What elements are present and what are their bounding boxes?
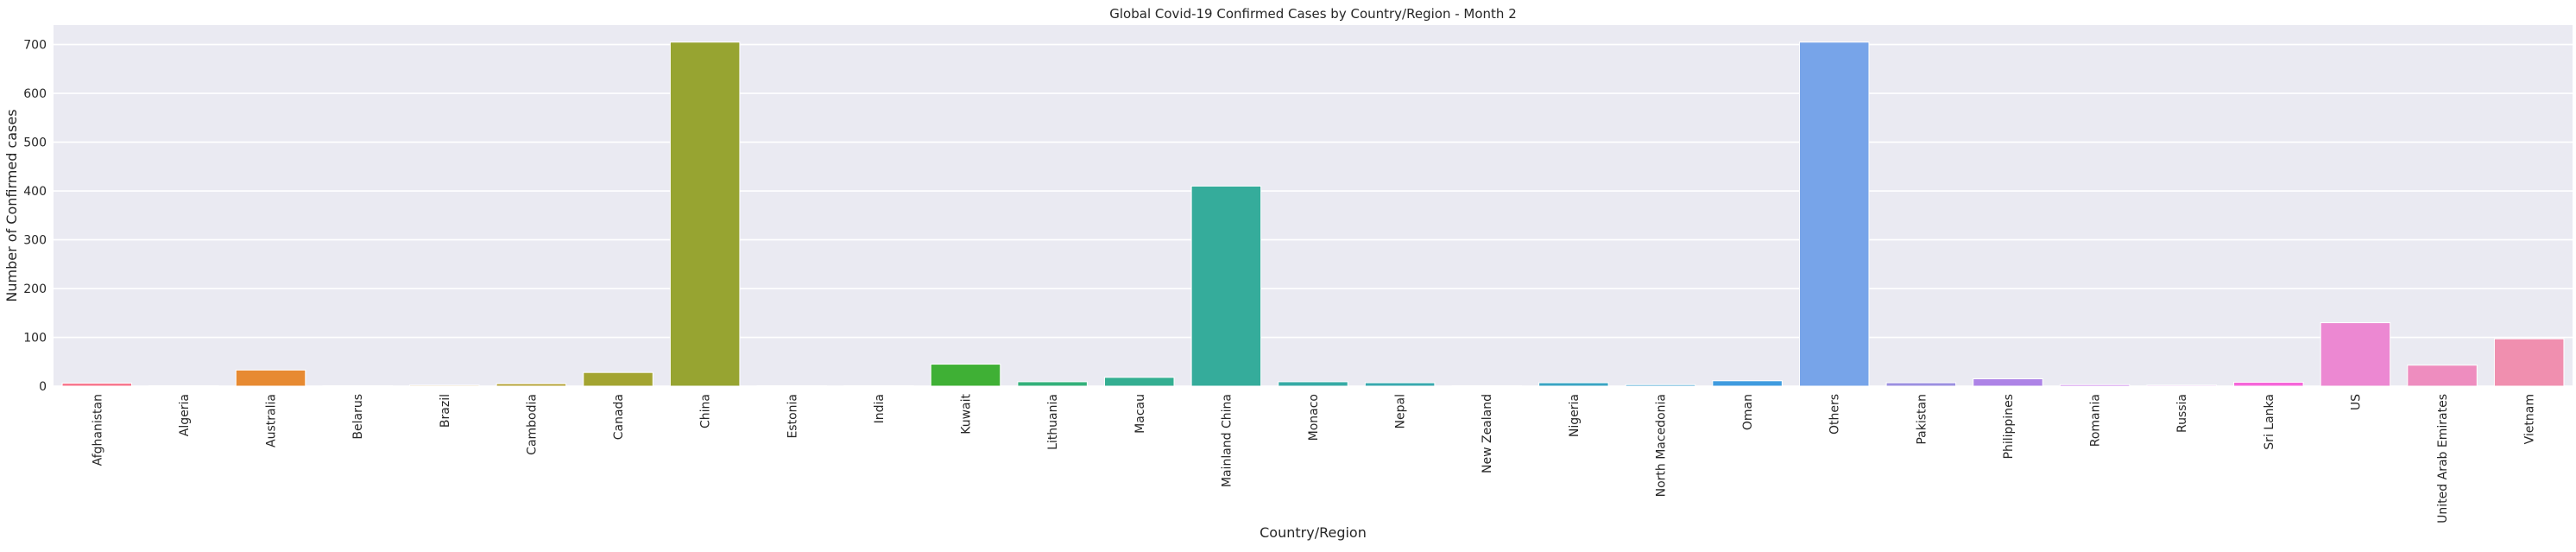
bar	[61, 383, 133, 387]
bar	[1104, 377, 1175, 387]
x-tick-label: Pakistan	[1915, 394, 1929, 445]
bar	[409, 384, 480, 387]
x-tick-label: Algeria	[178, 394, 192, 436]
x-tick-label: Canada	[612, 394, 626, 440]
x-tick-label: Estonia	[786, 394, 799, 439]
bar	[756, 384, 828, 387]
x-tick-label: Afghanistan	[91, 394, 104, 466]
y-tick-label: 300	[23, 234, 47, 248]
bar	[2493, 338, 2565, 387]
x-tick-label: Others	[1828, 394, 1842, 435]
x-axis-label: Country/Region	[1260, 524, 1367, 541]
x-tick-labels: Afghanistan Algeria Australia Belarus Brazil…	[91, 393, 2536, 523]
bar	[1017, 381, 1088, 387]
bar	[1885, 382, 1957, 387]
y-tick-label: 700	[23, 39, 47, 53]
y-tick-label: 400	[23, 185, 47, 199]
bar	[1712, 380, 1783, 387]
y-tick-label: 0	[39, 380, 47, 394]
x-tick-label: Mainland China	[1220, 394, 1234, 487]
bar	[322, 384, 393, 387]
bar	[235, 369, 306, 387]
bar	[2146, 384, 2217, 387]
bar	[496, 383, 567, 387]
x-tick-label: Monaco	[1307, 394, 1321, 441]
x-tick-label: Sri Lanka	[2263, 394, 2276, 450]
x-tick-label: US	[2349, 394, 2363, 410]
bar	[1538, 382, 1609, 387]
grid-lines	[54, 43, 2573, 387]
bar	[930, 364, 1001, 387]
chart-title: Global Covid-19 Confirmed Cases by Count…	[1109, 6, 1516, 22]
bar	[1278, 381, 1348, 387]
bar	[2320, 322, 2391, 387]
x-tick-label: Australia	[265, 394, 279, 447]
bar	[1798, 41, 1870, 387]
plot-background	[54, 25, 2573, 386]
x-tick-label: Philippines	[2002, 394, 2016, 459]
bar	[583, 371, 653, 387]
x-tick-label: Cambodia	[525, 394, 539, 455]
bar	[843, 384, 914, 387]
x-tick-label: Nigeria	[1568, 394, 1582, 437]
x-tick-label: Kuwait	[960, 393, 974, 434]
y-axis-label: Number of Confirmed cases	[3, 109, 20, 301]
x-tick-label: Vietnam	[2523, 394, 2537, 444]
bar	[148, 384, 219, 387]
x-tick-label: Belarus	[351, 394, 365, 440]
x-tick-label: Russia	[2175, 394, 2189, 433]
bar	[2059, 384, 2131, 387]
x-tick-label: New Zealand	[1481, 394, 1494, 473]
bar	[1451, 384, 1522, 387]
x-tick-label: United Arab Emirates	[2436, 394, 2450, 523]
y-tick-label: 500	[23, 136, 47, 150]
bar	[1973, 378, 2043, 387]
bars	[61, 41, 2565, 387]
y-tick-label: 100	[23, 332, 47, 346]
x-tick-label: India	[873, 394, 887, 423]
x-tick-label: China	[699, 394, 713, 428]
x-tick-label: North Macedonia	[1654, 394, 1668, 497]
bar	[669, 41, 741, 387]
x-tick-label: Nepal	[1394, 394, 1408, 428]
y-tick-label: 200	[23, 282, 47, 296]
bar	[1364, 382, 1436, 387]
y-tick-labels: 0 100 200 300 400 500 600 700	[23, 39, 47, 394]
bar	[1625, 384, 1696, 387]
x-tick-label: Macau	[1133, 394, 1147, 434]
bar	[2233, 381, 2304, 387]
x-tick-label: Romania	[2089, 394, 2103, 447]
bar	[1190, 185, 1262, 387]
x-tick-label: Brazil	[439, 394, 452, 428]
x-tick-label: Oman	[1741, 394, 1755, 430]
y-tick-label: 600	[23, 87, 47, 101]
x-tick-label: Lithuania	[1046, 394, 1060, 450]
bar	[2407, 365, 2478, 387]
